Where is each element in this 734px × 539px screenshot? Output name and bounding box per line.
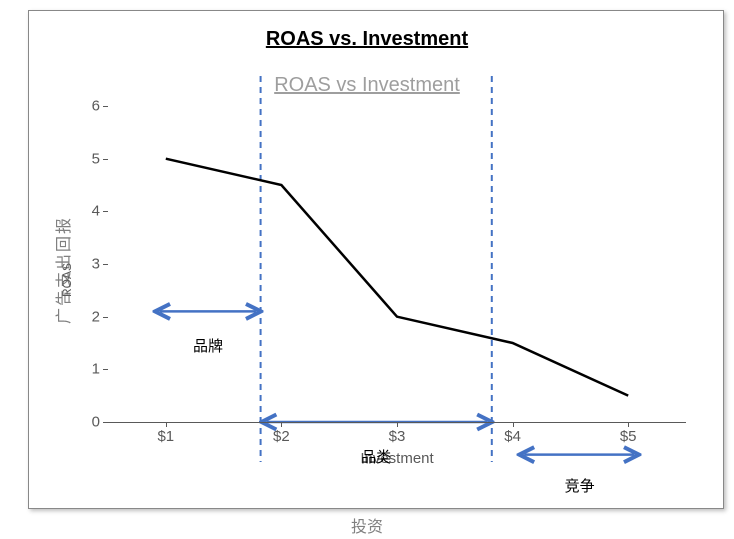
chart-frame: ROAS vs. Investment ROAS vs Investment 广… [0, 0, 734, 539]
y-axis-label-inner: ROAS [60, 263, 74, 297]
y-tick-mark [103, 159, 108, 160]
y-tick-mark [103, 317, 108, 318]
x-tick-mark [628, 422, 629, 427]
chart-title-main: ROAS vs. Investment [0, 28, 734, 51]
x-tick-mark [281, 422, 282, 427]
region-label: 竞争 [565, 475, 595, 496]
region-label: 品类 [361, 446, 391, 467]
plot-area: Investment 0123456$1$2$3$4$5品牌品类竞争 [108, 106, 686, 422]
plot-svg [108, 106, 686, 422]
x-axis-label-outer: 投资 [0, 513, 734, 537]
y-tick-mark [103, 264, 108, 265]
x-tick-mark [513, 422, 514, 427]
x-tick-mark [166, 422, 167, 427]
y-tick-mark [103, 211, 108, 212]
data-line [166, 159, 628, 396]
chart-title-sub: ROAS vs Investment [0, 74, 734, 97]
y-tick-mark [103, 369, 108, 370]
x-tick-mark [397, 422, 398, 427]
y-tick-mark [103, 106, 108, 107]
y-tick-mark [103, 422, 108, 423]
region-label: 品牌 [193, 335, 223, 356]
